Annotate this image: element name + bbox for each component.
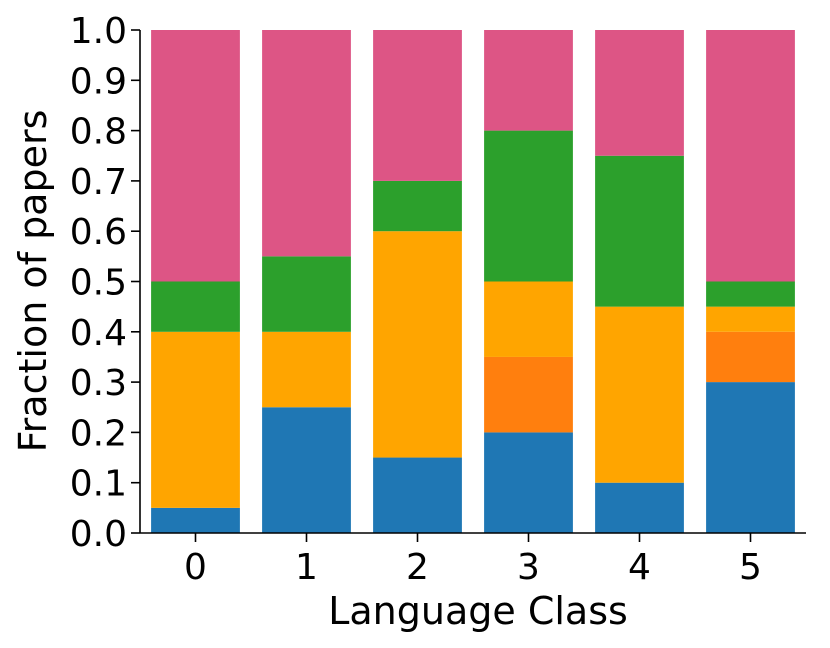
bar-segment-3-2 [484, 281, 573, 357]
bar-segment-0-2 [151, 331, 240, 508]
x-tick-label: 2 [406, 547, 429, 588]
bar-segment-5-2 [706, 306, 795, 332]
y-tick-label: 0.1 [70, 464, 127, 505]
bar-segment-0-0 [151, 507, 240, 533]
bar-segment-3-4 [484, 30, 573, 131]
bar-segment-4-4 [595, 30, 684, 156]
bar-segment-5-0 [706, 382, 795, 533]
y-tick-label: 0.2 [70, 413, 127, 454]
x-tick-label: 5 [739, 547, 762, 588]
y-tick-label: 0.3 [70, 363, 127, 404]
x-axis-ticks: 0 1 2 3 4 5 [184, 533, 762, 588]
bar-segment-3-1 [484, 356, 573, 433]
bar-segment-4-0 [595, 482, 684, 533]
x-axis-label: Language Class [328, 589, 628, 633]
bar-segment-5-3 [706, 281, 795, 307]
bar-segment-1-0 [262, 407, 351, 533]
bar-segment-1-4 [262, 30, 351, 257]
bar-segment-5-4 [706, 30, 795, 282]
y-tick-label: 1.0 [70, 11, 127, 52]
y-axis-ticks: 0.0 0.1 0.2 0.3 0.4 0.5 0.6 0.7 0.8 0.9 1.0 [70, 11, 140, 555]
bar-segment-1-3 [262, 256, 351, 332]
y-tick-label: 0.0 [70, 514, 127, 555]
y-tick-label: 0.7 [70, 162, 127, 203]
x-tick-label: 1 [295, 547, 318, 588]
bar-segment-0-3 [151, 281, 240, 332]
bar-segment-4-2 [595, 306, 684, 483]
y-axis-label: Fraction of papers [11, 110, 55, 453]
bar-segment-3-3 [484, 130, 573, 282]
y-tick-label: 0.5 [70, 263, 127, 304]
y-tick-label: 0.4 [70, 313, 127, 354]
bar-segment-4-3 [595, 155, 684, 307]
bars-group [151, 30, 795, 533]
y-tick-label: 0.9 [70, 61, 127, 102]
x-tick-label: 4 [628, 547, 651, 588]
bar-segment-1-2 [262, 331, 351, 408]
bar-segment-0-4 [151, 30, 240, 282]
x-tick-label: 3 [517, 547, 540, 588]
bar-segment-2-4 [373, 30, 462, 181]
bar-segment-2-3 [373, 180, 462, 232]
bar-segment-5-1 [706, 331, 795, 383]
x-tick-label: 0 [184, 547, 207, 588]
y-tick-label: 0.8 [70, 112, 127, 153]
y-tick-label: 0.6 [70, 212, 127, 253]
bar-segment-2-2 [373, 231, 462, 458]
bar-segment-3-0 [484, 432, 573, 533]
bar-segment-2-0 [373, 457, 462, 533]
